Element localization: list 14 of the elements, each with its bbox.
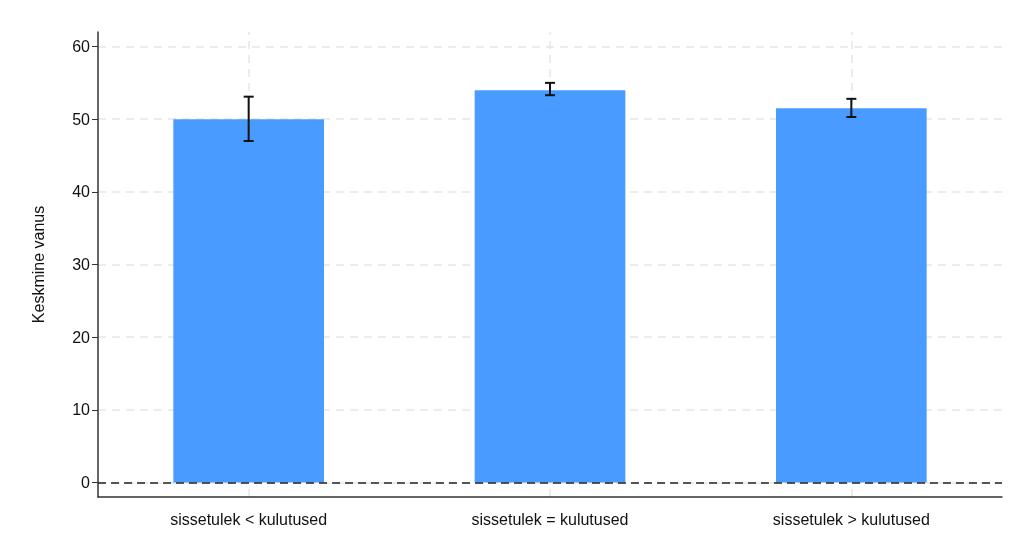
y-tick-label: 20 [72,328,91,346]
y-tick-label: 10 [72,401,91,419]
y-tick-label: 50 [72,110,91,128]
y-tick-label: 60 [72,38,91,56]
y-axis-title: Keskmine vanus [29,205,47,324]
x-tick-label: sissetulek < kulutused [170,510,328,528]
x-tick-label: sissetulek = kulutused [471,510,629,528]
y-tick-label: 30 [72,256,91,273]
y-tick-label: 40 [72,183,91,201]
x-tick-label: sissetulek > kulutused [772,510,930,528]
y-tick-label: 0 [81,473,91,491]
bar [474,90,626,483]
bar [776,108,927,483]
bar [173,119,324,483]
